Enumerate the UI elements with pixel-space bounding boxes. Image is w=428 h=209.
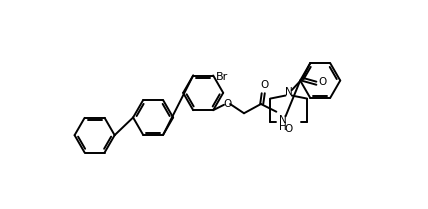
Text: O: O xyxy=(285,124,293,134)
Text: Br: Br xyxy=(216,72,228,82)
Text: N: N xyxy=(279,115,287,125)
Text: O: O xyxy=(223,99,231,109)
Text: O: O xyxy=(318,77,326,87)
Text: H: H xyxy=(279,122,287,132)
Text: O: O xyxy=(260,80,268,90)
Text: N: N xyxy=(285,87,292,97)
